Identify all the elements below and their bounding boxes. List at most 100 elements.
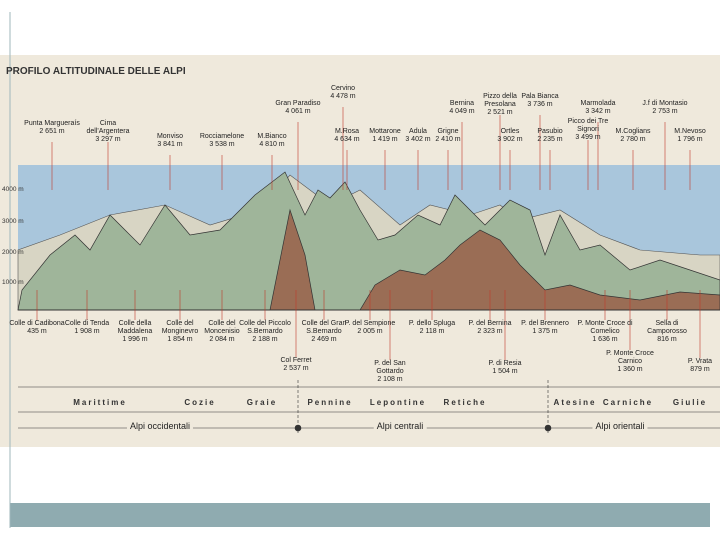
peak-label: Cervino 4 478 m [315,85,371,101]
group-name: Alpi occidentali [126,421,194,431]
peak-label: Punta Margueraís 2 651 m [24,120,80,136]
pass-label: Colle di Tenda 1 908 m [59,320,115,336]
pass-label-name: P. Vrata [687,358,713,365]
pass-label-altitude: 1 636 m [592,336,618,343]
section-name: Giulie [672,398,708,407]
peak-label-altitude: 4 061 m [285,108,311,115]
pass-label-name: Colle di Tenda [64,320,110,327]
group-name: Alpi centrali [373,421,427,431]
pass-label-altitude: 1 908 m [74,328,100,335]
pass-label: P. del Bernina 2 323 m [462,320,518,336]
pass-label-altitude: 879 m [690,366,710,373]
pass-label: Colle della Maddalena 1 996 m [107,320,163,344]
pass-label: P. dello Spluga 2 118 m [404,320,460,336]
pass-label: P. Monte Croce di Comelico 1 636 m [577,320,633,344]
peak-label-name: Monviso [156,133,184,140]
peak-label-name: Grigne [437,128,459,135]
peak-label-altitude: 4 634 m [334,136,360,143]
pass-label-name: P. del Bernina [468,320,512,327]
peak-label-altitude: 2 235 m [537,136,563,143]
altitude-label: 4000 m [2,186,24,193]
pass-label-name: P. di Resia [488,360,522,367]
altitude-label: 2000 m [2,249,24,256]
section-name: Pennine [307,398,353,407]
peak-label-name: Rocciamelone [199,133,245,140]
pass-label-altitude: 2 323 m [477,328,503,335]
pass-label-name: P. del San Gottardo [374,360,406,375]
peak-label-altitude: 3 841 m [157,141,183,148]
pass-label-altitude: 435 m [27,328,47,335]
peak-label-name: Marmolada [580,100,616,107]
pass-label-name: P. Monte Croce Carnico [606,350,654,365]
section-name: Retiche [443,398,487,407]
peak-label-altitude: 4 810 m [259,141,285,148]
peak-label: Gran Paradiso 4 061 m [270,100,326,116]
peak-label-altitude: 3 342 m [585,108,611,115]
peak-label-altitude: 2 521 m [487,109,513,116]
group-name: Alpi orientali [592,421,648,431]
peak-label-altitude: 3 538 m [209,141,235,148]
peak-label-name: M.Nevoso [674,128,706,135]
chart-title: PROFILO ALTITUDINALE DELLE ALPI [6,66,186,77]
pass-label-name: Sella di Camporosso [647,320,687,335]
section-name: Lepontine [369,398,427,407]
peak-label-altitude: 3 297 m [95,136,121,143]
pass-label-name: P. del Sempione [344,320,396,327]
peak-label: Bernina 4 049 m [434,100,490,116]
peak-label: M.Coglians 2 780 m [605,128,661,144]
altitude-label: 1000 m [2,279,24,286]
pass-label-name: Colle del Moncenisio [204,320,240,335]
footer-bar [10,503,710,527]
peak-label: Picco dei Tre Signori 3 499 m [560,118,616,142]
pass-label: Colle del Moncenisio 2 084 m [194,320,250,344]
peak-label-altitude: 1 796 m [677,136,703,143]
peak-label-altitude: 2 651 m [39,128,65,135]
peak-label: Pasubio 2 235 m [522,128,578,144]
pass-label: Col Ferret 2 537 m [268,357,324,373]
peak-label: Adula 3 402 m [390,128,446,144]
peak-label-altitude: 3 499 m [575,134,601,141]
pass-label-altitude: 2 084 m [209,336,235,343]
peak-label-name: Punta Margueraís [24,120,80,127]
peak-label: J.f di Montasio 2 753 m [637,100,693,116]
pass-label: P. del Brennero 1 375 m [517,320,573,336]
peak-label-name: Picco dei Tre Signori [567,118,609,133]
pass-label-altitude: 2 188 m [252,336,278,343]
peak-label-altitude: 1 419 m [372,136,398,143]
pass-label: Colle di Cadibona 435 m [9,320,65,336]
pass-label: Colle del Monginevro 1 854 m [152,320,208,344]
pass-label: P. Vrata 879 m [672,358,720,374]
section-name: Atesine [553,398,597,407]
peak-label: Pizzo della Presolana 2 521 m [472,93,528,117]
pass-label-name: P. Monte Croce di Comelico [577,320,633,335]
pass-label: Colle del Gran S.Bernardo 2 469 m [296,320,352,344]
peak-label-altitude: 4 478 m [330,93,356,100]
section-name: Graie [246,398,278,407]
section-name: Cozie [184,398,216,407]
altitude-label: 3000 m [2,218,24,225]
pass-label-altitude: 2 118 m [419,328,445,335]
peak-label-altitude: 2 753 m [652,108,678,115]
pass-label-altitude: 816 m [657,336,677,343]
pass-label-name: Colle del Piccolo S.Bernardo [239,320,291,335]
peak-label-name: Gran Paradiso [275,100,321,107]
peak-label-altitude: 3 902 m [497,136,523,143]
peak-label-name: Cima dell'Argentera [86,120,130,135]
pass-label-altitude: 1 375 m [532,328,558,335]
peak-label-name: M.Rosa [334,128,360,135]
pass-label-name: Colle del Gran S.Bernardo [301,320,347,335]
pass-label: P. del San Gottardo 2 108 m [362,360,418,384]
peak-label: Marmolada 3 342 m [570,100,626,116]
peak-label-name: Bernina [449,100,475,107]
peak-label: Ortles 3 902 m [482,128,538,144]
peak-label: M.Bianco 4 810 m [244,133,300,149]
pass-label-name: Colle della Maddalena [117,320,153,335]
peak-label-altitude: 2 780 m [620,136,646,143]
pass-label-altitude: 1 504 m [492,368,518,375]
peak-label-name: Pasubio [537,128,563,135]
peak-label-name: M.Coglians [615,128,651,135]
pass-label-name: P. dello Spluga [408,320,456,327]
peak-label: Mottarone 1 419 m [357,128,413,144]
